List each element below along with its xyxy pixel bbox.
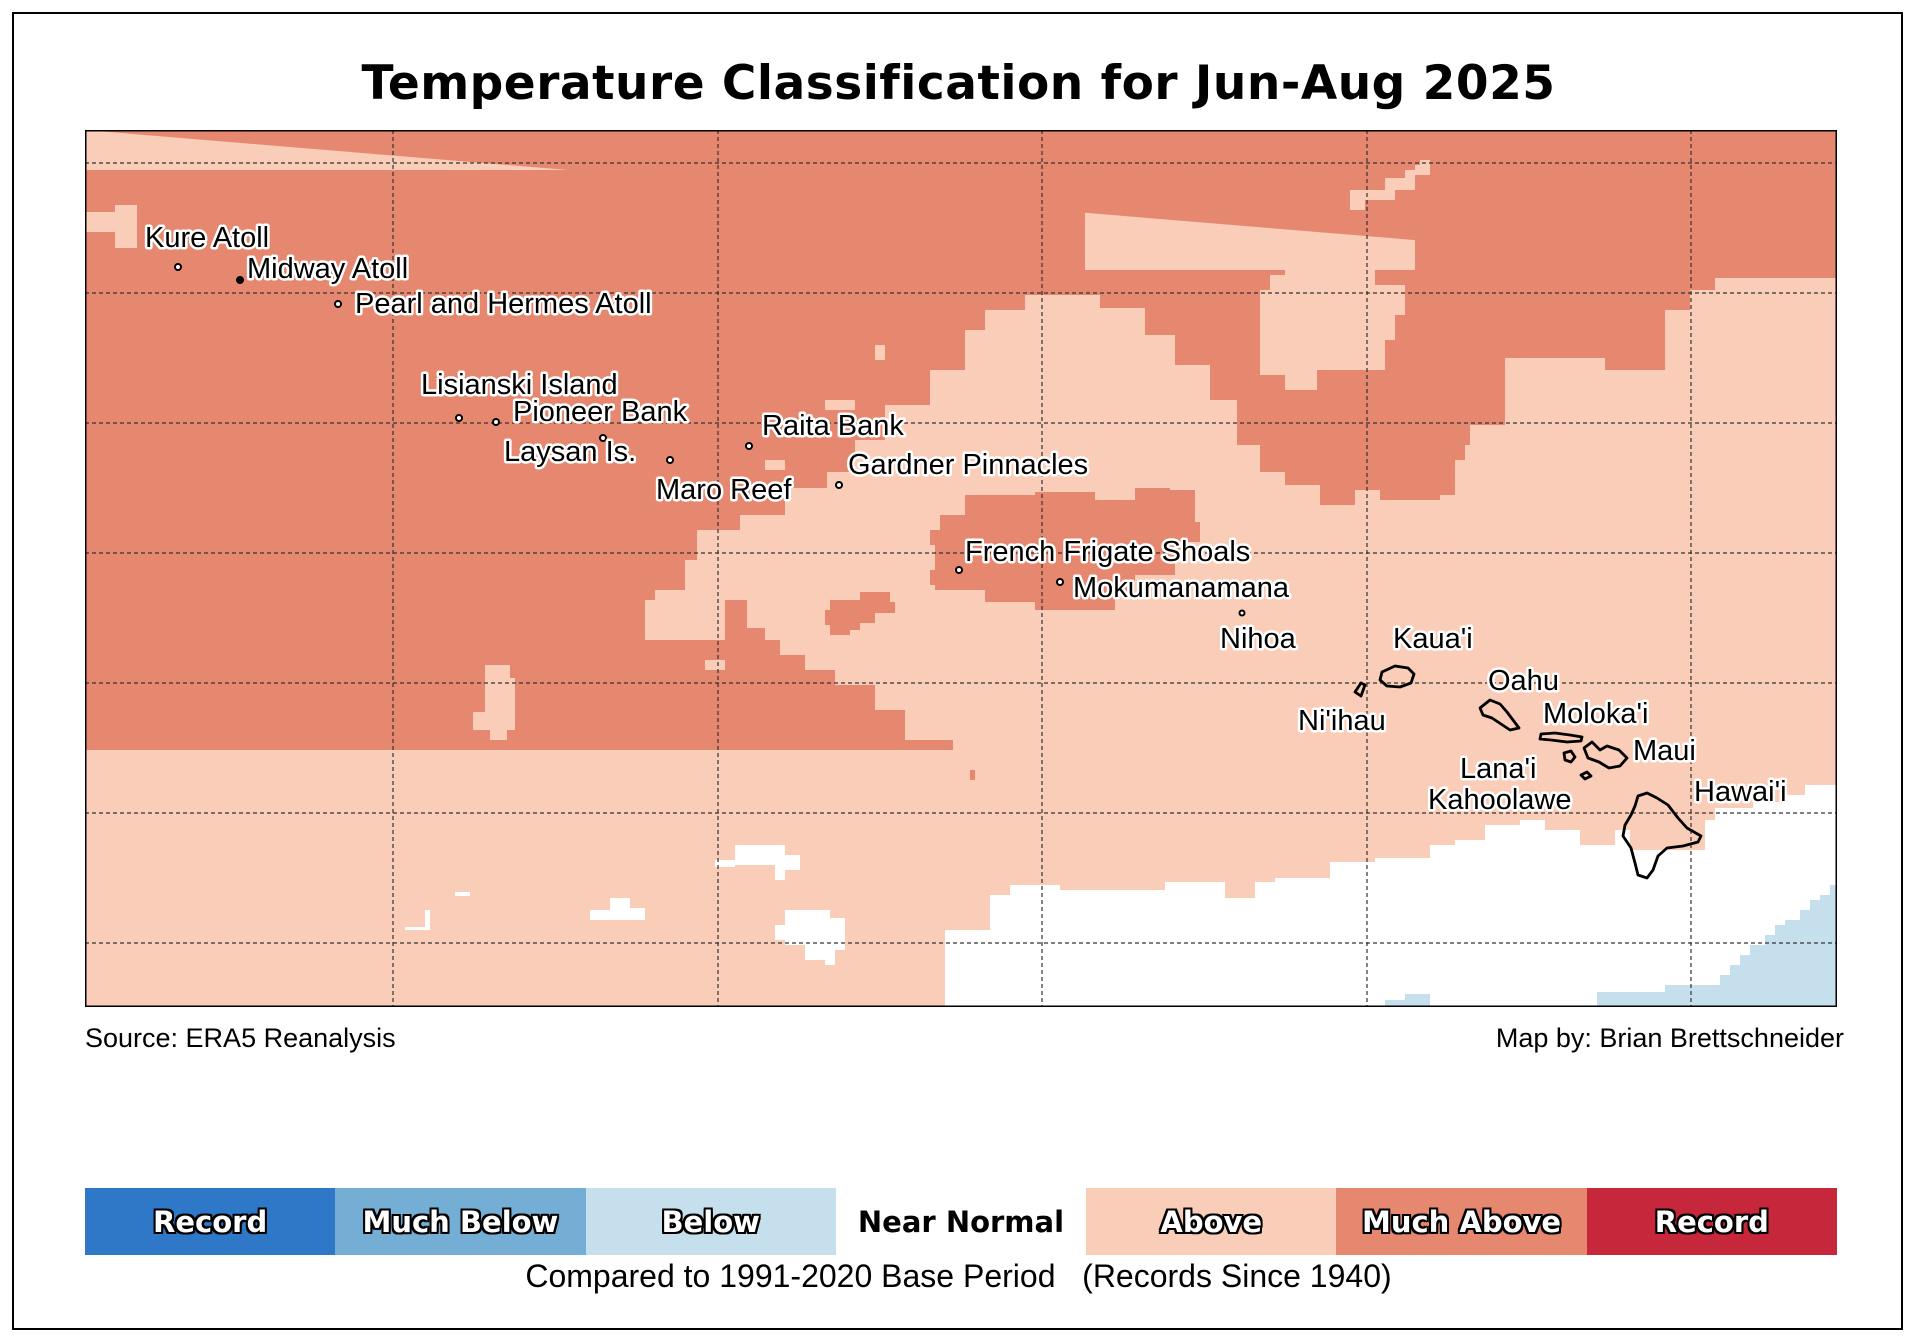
- marker-french-frigate: [955, 566, 963, 574]
- marker-mokumanamana: [1056, 578, 1064, 586]
- legend-near-normal: Near Normal: [835, 1188, 1087, 1255]
- source-note: Source: ERA5 Reanalysis: [85, 1023, 396, 1053]
- island-oahu: [1478, 698, 1521, 732]
- legend-record-warm: Record: [1586, 1188, 1837, 1255]
- marker-pioneer: [492, 418, 500, 426]
- region-near-normal-pocket-5: [455, 892, 470, 896]
- graticule: [85, 130, 1837, 1007]
- island-hawaii: [1621, 791, 1703, 880]
- label-maui: Maui: [1633, 735, 1696, 767]
- marker-kure: [174, 263, 182, 271]
- island-niihau: [1353, 681, 1367, 698]
- island-lanai: [1562, 749, 1577, 764]
- legend-below: Below: [585, 1188, 836, 1255]
- marker-midway: [236, 276, 244, 284]
- map-panel: Kure Atoll Midway Atoll Pearl and Hermes…: [85, 130, 1837, 1007]
- island-kauai: [1378, 664, 1416, 689]
- label-kauai: Kaua'i: [1393, 623, 1473, 655]
- region-near-normal-pocket-3: [590, 898, 645, 920]
- region-above-pocket-northeast: [1350, 160, 1430, 210]
- figure-frame: [12, 12, 1903, 1330]
- region-much-above-small-blob: [825, 592, 895, 635]
- label-maro-reef: Maro Reef: [656, 474, 792, 506]
- label-pearl-hermes-atoll: Pearl and Hermes Atoll: [355, 288, 652, 320]
- label-pioneer-bank: Pioneer Bank: [513, 396, 688, 428]
- map-border: [85, 130, 1837, 1007]
- legend-record-cold: Record: [85, 1188, 336, 1255]
- label-kahoolawe: Kahoolawe: [1428, 784, 1572, 816]
- label-oahu: Oahu: [1488, 665, 1559, 697]
- region-much-above-french-frigate: [930, 488, 1200, 610]
- map-title: Temperature Classification for Jun-Aug 2…: [361, 56, 1556, 111]
- label-kure-atoll: Kure Atoll: [145, 222, 269, 254]
- label-laysan-is: Laysan Is.: [504, 436, 636, 468]
- label-mokumanamana: Mokumanamana: [1073, 572, 1290, 604]
- region-much-above-west: [85, 170, 1085, 826]
- label-gardner-pinnacles: Gardner Pinnacles: [848, 449, 1088, 481]
- label-raita-bank: Raita Bank: [762, 410, 904, 442]
- label-niihau: Ni'ihau: [1298, 705, 1386, 737]
- region-near-normal-south: [945, 785, 1837, 1007]
- label-midway-atoll: Midway Atoll: [247, 253, 408, 285]
- region-near-normal-pocket-2: [775, 910, 845, 965]
- base-period-note: Compared to 1991-2020 Base Period (Recor…: [525, 1258, 1392, 1294]
- legend-much-below: Much Below: [335, 1188, 586, 1255]
- region-near-normal-pocket-1: [715, 845, 800, 880]
- region-below-southeast: [1597, 885, 1837, 1007]
- label-lisianski-island: Lisianski Island: [421, 369, 618, 401]
- region-above-pocket-1: [473, 665, 515, 740]
- color-legend: Record Much Below Below Near Normal Abov…: [85, 1188, 1837, 1255]
- marker-pearl-hermes: [334, 300, 342, 308]
- label-french-frigate-shoals: French Frigate Shoals: [965, 536, 1250, 568]
- label-lanai: Lana'i: [1460, 753, 1537, 785]
- legend-above: Above: [1086, 1188, 1337, 1255]
- marker-lisianski: [455, 414, 463, 422]
- island-molokai: [1538, 731, 1584, 744]
- marker-gardner: [835, 481, 843, 489]
- legend-much-above: Much Above: [1336, 1188, 1587, 1255]
- label-nihoa: Nihoa: [1220, 623, 1297, 655]
- marker-raita: [745, 442, 753, 450]
- marker-maro: [666, 456, 674, 464]
- island-kahoolawe: [1579, 770, 1593, 781]
- region-above-pocket-2: [85, 205, 137, 248]
- island-maui: [1582, 740, 1629, 770]
- label-molokai: Moloka'i: [1543, 698, 1648, 730]
- marker-laysan: [599, 434, 607, 442]
- label-hawaii: Hawai'i: [1694, 776, 1787, 808]
- temperature-map: Kure Atoll Midway Atoll Pearl and Hermes…: [85, 130, 1837, 1007]
- region-below-south-pocket: [1385, 994, 1430, 1007]
- map-credit: Map by: Brian Brettschneider: [1495, 1023, 1844, 1053]
- atoll-markers: [174, 263, 1246, 617]
- region-much-above-northeast: [965, 270, 1837, 505]
- marker-nihoa: [1238, 609, 1246, 617]
- place-labels: Kure Atoll Midway Atoll Pearl and Hermes…: [143, 220, 1790, 819]
- island-outlines: [1353, 664, 1703, 880]
- region-above-pocket-northeast-2: [1260, 240, 1405, 335]
- region-near-normal-pocket-4: [405, 910, 430, 930]
